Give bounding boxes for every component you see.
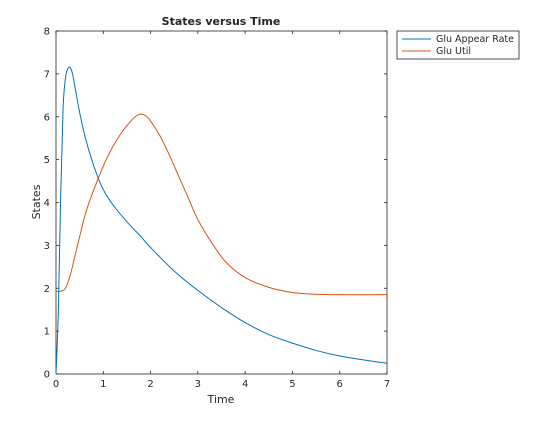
x-axis-label: Time [207, 393, 235, 406]
y-tick-label: 5 [44, 155, 50, 166]
series-lines [55, 66, 388, 375]
y-tick-label: 0 [44, 370, 50, 381]
y-axis-label: States [30, 184, 43, 219]
x-axis: 0 1 2 3 4 5 6 7 [53, 31, 390, 390]
x-tick-label: 1 [100, 379, 106, 390]
plot-frame [55, 30, 388, 375]
y-tick-label: 4 [44, 198, 50, 209]
legend-label-glu-appear-rate: Glu Appear Rate [436, 34, 514, 45]
x-tick-label: 0 [53, 379, 59, 390]
y-axis: 0 1 2 3 4 5 6 7 8 [44, 27, 387, 381]
x-tick-label: 6 [337, 379, 343, 390]
legend[interactable]: Glu Appear Rate Glu Util [396, 30, 520, 60]
x-tick-label: 4 [242, 379, 248, 390]
y-tick-label: 3 [44, 241, 50, 252]
y-tick-label: 8 [44, 27, 50, 38]
y-tick-label: 6 [44, 112, 50, 123]
plot-area [55, 30, 388, 375]
legend-label-glu-util: Glu Util [436, 46, 471, 57]
x-tick-label: 5 [289, 379, 295, 390]
series-line-glu-appear-rate [55, 66, 388, 375]
chart-title: States versus Time [162, 15, 281, 28]
x-tick-label: 7 [384, 379, 390, 390]
legend-box [396, 30, 520, 60]
x-tick-label: 3 [195, 379, 201, 390]
y-tick-label: 2 [44, 284, 50, 295]
y-tick-label: 1 [44, 327, 50, 338]
x-tick-label: 2 [147, 379, 153, 390]
y-tick-label: 7 [44, 69, 50, 80]
series-line-glu-util [55, 113, 388, 296]
